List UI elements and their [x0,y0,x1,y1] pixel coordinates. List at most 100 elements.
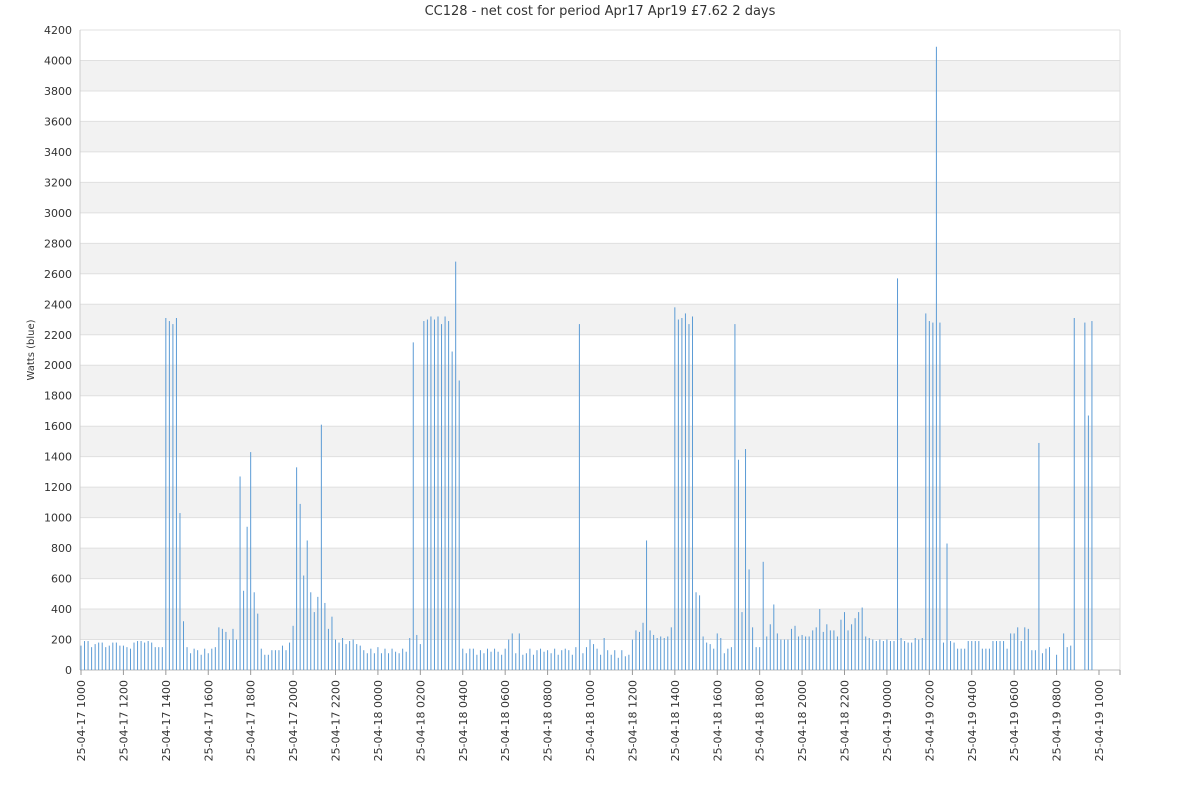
chart-title: CC128 - net cost for period Apr17 Apr19 … [425,4,776,19]
bar [412,342,414,670]
bar [221,628,223,670]
bar [168,321,170,670]
bar [882,641,884,670]
bar [854,618,856,670]
grid-band [80,365,1120,396]
bar [190,653,192,670]
bar [585,647,587,670]
bar [734,324,736,670]
bar [805,636,807,670]
x-tick-label: 25-04-17 1000 [75,680,88,761]
bar [815,627,817,670]
bar [246,526,248,670]
bar [578,324,580,670]
bar [204,648,206,670]
bar [762,561,764,670]
bar [200,654,202,670]
bar [342,638,344,670]
bar [904,641,906,670]
bar [532,654,534,670]
bar [928,321,930,670]
x-tick-label: 25-04-17 1200 [117,680,130,761]
bar [699,595,701,670]
x-tick-label: 25-04-17 2000 [287,680,300,761]
bar [769,624,771,670]
bar [345,644,347,670]
bar [112,642,114,670]
bar [631,639,633,670]
bar [183,621,185,670]
bar [370,648,372,670]
bar [1084,322,1086,670]
bar [911,642,913,670]
bar [289,642,291,670]
bar [1006,648,1008,670]
bar [822,631,824,670]
x-tick-label: 25-04-19 0600 [1008,680,1021,761]
bar [663,638,665,670]
bar [985,648,987,670]
bar [681,318,683,670]
x-tick-label: 25-04-18 0000 [372,680,385,761]
y-tick-label: 0 [65,664,72,677]
bar [306,540,308,670]
bar [515,653,517,670]
bar [115,642,117,670]
x-tick-label: 25-04-18 0200 [414,680,427,761]
y-tick-label: 1400 [44,451,72,464]
bar [1013,633,1015,670]
bar [766,636,768,670]
bar [1024,627,1026,670]
bar [660,636,662,670]
grid-band [80,60,1120,91]
bar [794,625,796,670]
bar [225,631,227,670]
y-tick-label: 2200 [44,329,72,342]
bar [600,654,602,670]
bar [465,653,467,670]
bar [914,638,916,670]
bar [1034,650,1036,670]
bar [380,653,382,670]
bar [409,638,411,670]
bar [186,647,188,670]
bar [836,636,838,670]
x-tick-label: 25-04-17 2200 [330,680,343,761]
bar [388,653,390,670]
bar [833,630,835,670]
bar [960,648,962,670]
bar [144,642,146,670]
bar [214,647,216,670]
bar [1010,633,1012,670]
bar [967,641,969,670]
bar [497,651,499,670]
bar [851,624,853,670]
bar [978,641,980,670]
bar [1063,633,1065,670]
x-tick-label: 25-04-19 0000 [881,680,894,761]
x-tick-label: 25-04-19 0200 [923,680,936,761]
bar [897,278,899,670]
bar [624,656,626,670]
bar [607,650,609,670]
bar [320,424,322,670]
bar [554,648,556,670]
bar [752,627,754,670]
bar [677,319,679,670]
bar [953,642,955,670]
bar [819,609,821,670]
y-axis-label: Watts (blue) [26,319,37,380]
bar [550,653,552,670]
x-tick-label: 25-04-19 1000 [1093,680,1106,761]
bar [603,638,605,670]
bar [486,648,488,670]
y-tick-label: 600 [51,573,72,586]
bar [310,592,312,670]
bar [1073,318,1075,670]
bar [122,645,124,670]
bar [395,651,397,670]
bar [981,648,983,670]
bar [773,604,775,670]
bar [939,322,941,670]
